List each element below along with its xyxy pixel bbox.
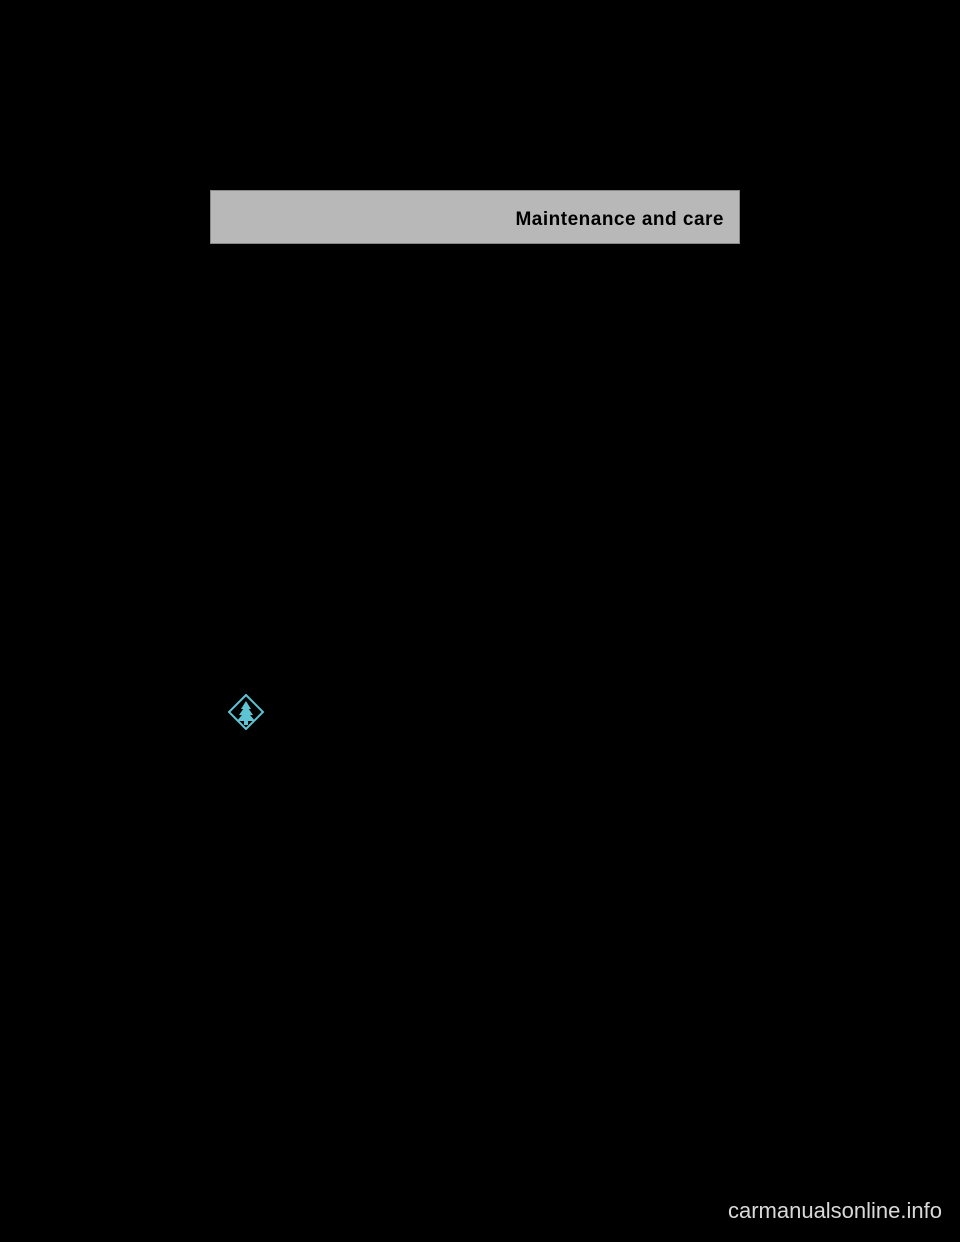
page-container: Maintenance and care (210, 190, 740, 735)
icon-row (228, 694, 740, 735)
eco-tree-icon (228, 694, 264, 735)
section-title: Maintenance and care (226, 209, 724, 231)
section-header-bar: Maintenance and care (210, 190, 740, 244)
watermark-text: carmanualsonline.info (728, 1198, 942, 1224)
